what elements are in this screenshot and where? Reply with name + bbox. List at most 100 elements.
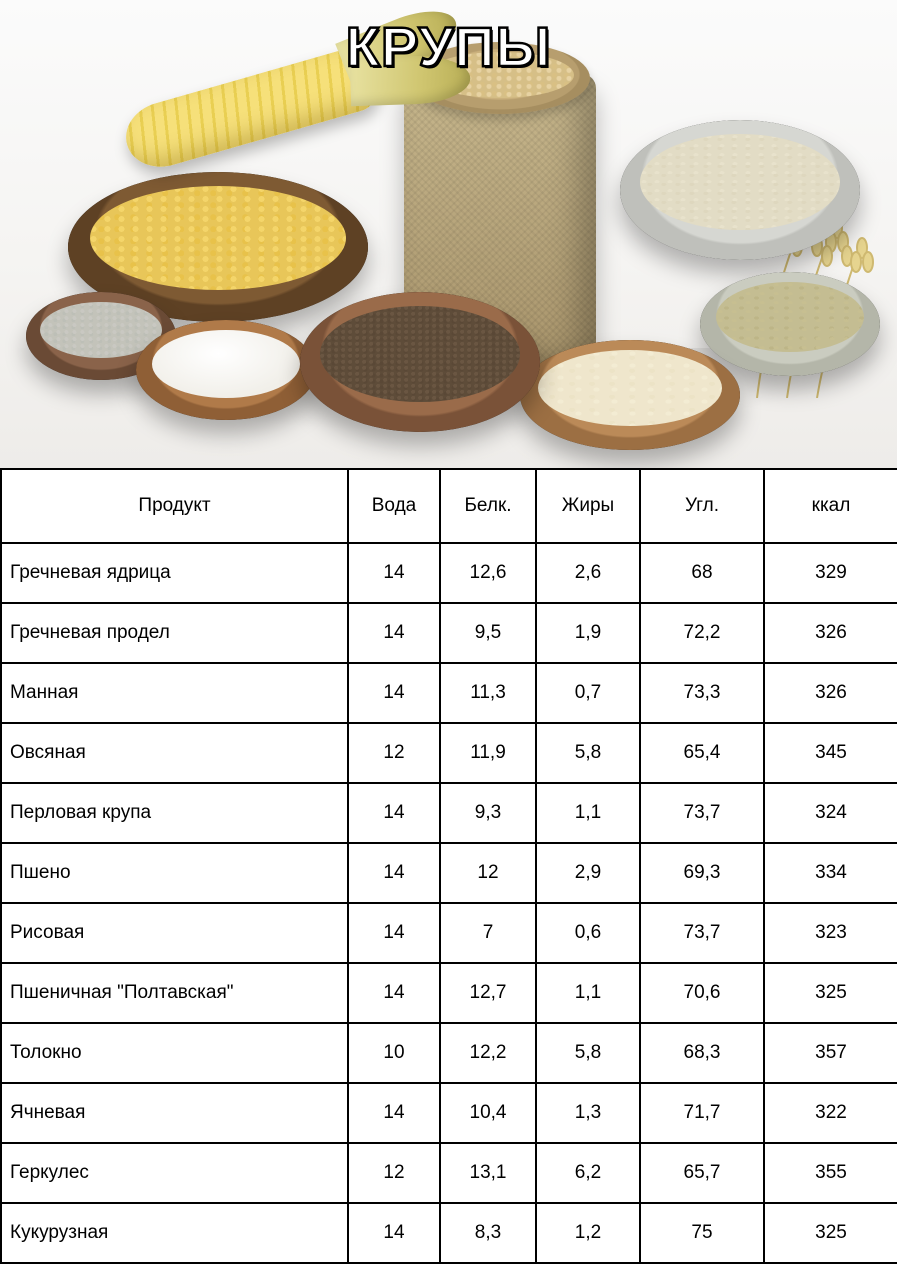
table-header-row: Продукт Вода Белк. Жиры Угл. ккал xyxy=(1,469,897,543)
cell-kcal: 357 xyxy=(764,1023,897,1083)
table-row: Ячневая1410,41,371,7322 xyxy=(1,1083,897,1143)
cell-product: Овсяная xyxy=(1,723,348,783)
bowl-green-grain-icon xyxy=(700,272,880,376)
table-row: Геркулес1213,16,265,7355 xyxy=(1,1143,897,1203)
cell-product: Пшено xyxy=(1,843,348,903)
bowl-white-flour-icon xyxy=(136,320,316,420)
cell-fat: 5,8 xyxy=(536,723,640,783)
col-protein: Белк. xyxy=(440,469,536,543)
cell-fat: 1,9 xyxy=(536,603,640,663)
table-row: Перловая крупа149,31,173,7324 xyxy=(1,783,897,843)
cell-protein: 12,7 xyxy=(440,963,536,1023)
col-fat: Жиры xyxy=(536,469,640,543)
cell-carb: 69,3 xyxy=(640,843,764,903)
cell-product: Пшеничная "Полтавская" xyxy=(1,963,348,1023)
cell-carb: 75 xyxy=(640,1203,764,1263)
cell-fat: 0,6 xyxy=(536,903,640,963)
cell-product: Толокно xyxy=(1,1023,348,1083)
cell-kcal: 345 xyxy=(764,723,897,783)
hero-image: КРУПЫ xyxy=(0,0,897,468)
cell-protein: 8,3 xyxy=(440,1203,536,1263)
cell-water: 14 xyxy=(348,1083,440,1143)
cell-protein: 9,3 xyxy=(440,783,536,843)
cell-carb: 71,7 xyxy=(640,1083,764,1143)
col-water: Вода xyxy=(348,469,440,543)
col-product: Продукт xyxy=(1,469,348,543)
table-row: Гречневая продел149,51,972,2326 xyxy=(1,603,897,663)
cell-product: Рисовая xyxy=(1,903,348,963)
cell-carb: 73,7 xyxy=(640,783,764,843)
cell-kcal: 322 xyxy=(764,1083,897,1143)
cell-water: 14 xyxy=(348,663,440,723)
cell-water: 14 xyxy=(348,1203,440,1263)
table-body: Гречневая ядрица1412,62,668329Гречневая … xyxy=(1,543,897,1263)
cell-protein: 7 xyxy=(440,903,536,963)
cell-product: Ячневая xyxy=(1,1083,348,1143)
cell-protein: 10,4 xyxy=(440,1083,536,1143)
cell-carb: 70,6 xyxy=(640,963,764,1023)
cell-protein: 9,5 xyxy=(440,603,536,663)
cell-product: Гречневая продел xyxy=(1,603,348,663)
cell-carb: 72,2 xyxy=(640,603,764,663)
page: КРУПЫ Продукт Вода Белк. Жиры Угл. ккал … xyxy=(0,0,897,1264)
cell-fat: 1,3 xyxy=(536,1083,640,1143)
cell-water: 14 xyxy=(348,543,440,603)
cell-kcal: 325 xyxy=(764,963,897,1023)
cell-carb: 68,3 xyxy=(640,1023,764,1083)
table-row: Пшено14122,969,3334 xyxy=(1,843,897,903)
cell-kcal: 323 xyxy=(764,903,897,963)
cell-fat: 1,2 xyxy=(536,1203,640,1263)
cell-protein: 12 xyxy=(440,843,536,903)
cell-fat: 0,7 xyxy=(536,663,640,723)
bowl-pearl-barley-icon xyxy=(620,120,860,260)
cell-kcal: 325 xyxy=(764,1203,897,1263)
cell-water: 10 xyxy=(348,1023,440,1083)
cell-carb: 68 xyxy=(640,543,764,603)
nutrition-table: Продукт Вода Белк. Жиры Угл. ккал Гречне… xyxy=(0,468,897,1264)
cell-carb: 73,3 xyxy=(640,663,764,723)
table-row: Манная1411,30,773,3326 xyxy=(1,663,897,723)
cell-carb: 65,4 xyxy=(640,723,764,783)
cell-protein: 11,9 xyxy=(440,723,536,783)
cell-water: 14 xyxy=(348,963,440,1023)
table-row: Овсяная1211,95,865,4345 xyxy=(1,723,897,783)
cell-water: 12 xyxy=(348,723,440,783)
cell-fat: 2,6 xyxy=(536,543,640,603)
table-row: Рисовая1470,673,7323 xyxy=(1,903,897,963)
col-kcal: ккал xyxy=(764,469,897,543)
table-row: Кукурузная148,31,275325 xyxy=(1,1203,897,1263)
cell-product: Кукурузная xyxy=(1,1203,348,1263)
cell-kcal: 326 xyxy=(764,663,897,723)
cell-fat: 2,9 xyxy=(536,843,640,903)
hero-title: КРУПЫ xyxy=(346,14,552,79)
cell-water: 12 xyxy=(348,1143,440,1203)
bowl-dark-bran-icon xyxy=(300,292,540,432)
cell-kcal: 334 xyxy=(764,843,897,903)
cell-product: Перловая крупа xyxy=(1,783,348,843)
cell-product: Манная xyxy=(1,663,348,723)
cell-kcal: 326 xyxy=(764,603,897,663)
cell-carb: 73,7 xyxy=(640,903,764,963)
cell-fat: 1,1 xyxy=(536,783,640,843)
cell-kcal: 324 xyxy=(764,783,897,843)
cell-water: 14 xyxy=(348,843,440,903)
cell-fat: 6,2 xyxy=(536,1143,640,1203)
cell-fat: 5,8 xyxy=(536,1023,640,1083)
table-row: Толокно1012,25,868,3357 xyxy=(1,1023,897,1083)
cell-protein: 12,6 xyxy=(440,543,536,603)
cell-water: 14 xyxy=(348,903,440,963)
cell-protein: 11,3 xyxy=(440,663,536,723)
col-carb: Угл. xyxy=(640,469,764,543)
cell-kcal: 329 xyxy=(764,543,897,603)
cell-product: Геркулес xyxy=(1,1143,348,1203)
table-row: Гречневая ядрица1412,62,668329 xyxy=(1,543,897,603)
cell-water: 14 xyxy=(348,603,440,663)
cell-protein: 13,1 xyxy=(440,1143,536,1203)
cell-carb: 65,7 xyxy=(640,1143,764,1203)
cell-protein: 12,2 xyxy=(440,1023,536,1083)
bowl-oat-flakes-icon xyxy=(520,340,740,450)
cell-product: Гречневая ядрица xyxy=(1,543,348,603)
cell-kcal: 355 xyxy=(764,1143,897,1203)
nutrition-table-wrap: Продукт Вода Белк. Жиры Угл. ккал Гречне… xyxy=(0,468,897,1264)
cell-fat: 1,1 xyxy=(536,963,640,1023)
